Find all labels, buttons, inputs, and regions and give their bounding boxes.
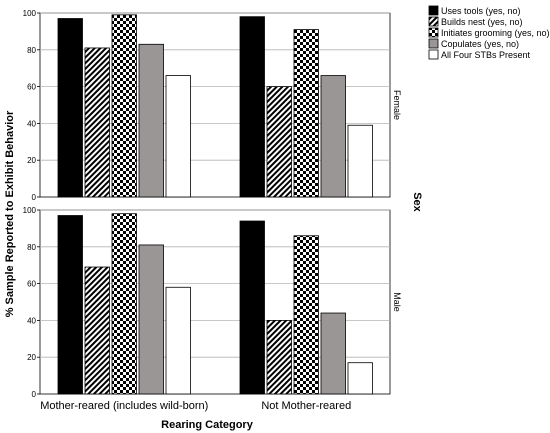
bar <box>111 213 137 395</box>
x-category-label: Not Mother-reared <box>261 400 351 412</box>
legend-item: Uses tools (yes, no) <box>428 5 521 16</box>
bar <box>165 286 191 395</box>
bar <box>138 43 164 198</box>
legend-item: All Four STBs Present <box>428 49 531 60</box>
y-tick-label: 60 <box>27 280 36 289</box>
y-tick-label: 100 <box>23 9 37 18</box>
panel-label: Female <box>392 90 402 120</box>
panel-female: 0 20 40 60 80 100 Female <box>23 9 402 202</box>
bar <box>266 86 292 198</box>
bar <box>293 235 319 395</box>
facet-title: Sex <box>411 192 423 212</box>
legend-item: Initiates grooming (yes, no) <box>428 27 550 38</box>
plot-panels: 0 20 40 60 80 100 Female 0 20 40 60 80 100 Male Mother… <box>23 9 402 412</box>
y-tick-label: 80 <box>27 243 36 252</box>
legend-label: Copulates (yes, no) <box>441 39 519 49</box>
bar <box>84 266 110 395</box>
y-tick-label: 40 <box>27 316 36 325</box>
y-tick-label: 20 <box>27 353 36 362</box>
legend-swatch <box>428 38 439 49</box>
legend-label: Builds nest (yes, no) <box>441 17 523 27</box>
legend-label: All Four STBs Present <box>441 50 531 60</box>
legend-swatch <box>428 27 439 38</box>
legend-item: Builds nest (yes, no) <box>428 16 523 27</box>
panel-label: Male <box>392 292 402 312</box>
bar <box>239 16 265 198</box>
bar <box>84 47 110 198</box>
legend-label: Uses tools (yes, no) <box>441 6 521 16</box>
y-tick-label: 0 <box>32 193 37 202</box>
y-tick-label: 100 <box>23 206 37 215</box>
bar <box>57 18 83 198</box>
legend: Uses tools (yes, no)Builds nest (yes, no… <box>428 5 550 60</box>
bar <box>165 75 191 198</box>
y-tick-label: 0 <box>32 390 37 399</box>
y-tick-label: 20 <box>27 156 36 165</box>
y-axis-title: % Sample Reported to Exhibit Behavior <box>4 110 16 317</box>
bar <box>293 29 319 198</box>
bar <box>138 244 164 395</box>
x-axis-title: Rearing Category <box>161 419 254 431</box>
y-tick-label: 40 <box>27 119 36 128</box>
x-category-label: Mother-reared (includes wild-born) <box>40 400 208 412</box>
legend-swatch <box>428 16 439 27</box>
legend-swatch <box>428 5 439 16</box>
bar <box>239 220 265 395</box>
legend-swatch <box>428 49 439 60</box>
y-tick-label: 60 <box>27 83 36 92</box>
legend-item: Copulates (yes, no) <box>428 38 519 49</box>
bar <box>111 14 137 198</box>
bar <box>347 362 373 395</box>
panel-male: 0 20 40 60 80 100 Male <box>23 206 402 399</box>
y-tick-label: 80 <box>27 46 36 55</box>
bar <box>320 75 346 198</box>
legend-label: Initiates grooming (yes, no) <box>441 28 550 38</box>
bar <box>347 124 373 198</box>
bar <box>57 215 83 395</box>
bar <box>320 312 346 395</box>
bar <box>266 319 292 395</box>
